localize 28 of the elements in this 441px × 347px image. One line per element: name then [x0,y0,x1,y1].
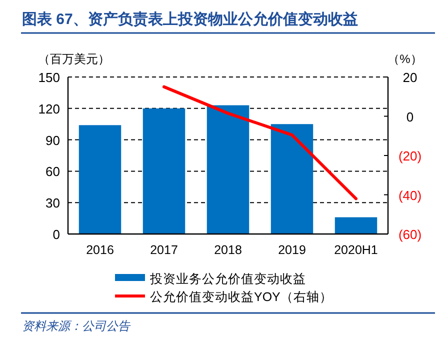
y-tick-label: 60 [46,164,60,180]
y2-tick-label: 20 [402,70,418,85]
x-tick-label: 2016 [86,243,114,257]
bar [334,217,378,234]
y-tick-label: 120 [38,101,60,116]
y-axis-title: （百万美元） [38,52,110,66]
x-tick-label: 2017 [150,243,178,257]
y-tick-label: 0 [52,227,60,242]
chart-title: 图表 67、资产负责表上投资物业公允价值变动收益 [22,10,358,28]
x-tick-label: 2018 [214,243,242,257]
text: 资料来源：公司公告 [22,319,131,333]
y-tick-label: 30 [46,196,60,211]
y2-tick-label: (60) [398,227,422,242]
legend-label: 公允价值变动收益YOY（右轴） [150,290,332,304]
x-tick-label: 2019 [278,243,306,257]
y-tick-label: 150 [38,70,60,85]
bar [206,105,250,234]
y2-tick-label: (20) [398,148,422,164]
bar [142,108,186,234]
line-series [162,85,358,200]
legend-label: 投资业务公允价值变动收益 [149,272,306,286]
y2-axis-title: （%） [388,52,422,66]
y2-tick-label: (40) [398,188,422,203]
x-tick-label: 2020H1 [334,243,378,257]
y2-tick-label: 0 [406,109,414,124]
y-tick-label: 90 [46,132,60,148]
bar [270,124,314,234]
bar [78,125,122,234]
